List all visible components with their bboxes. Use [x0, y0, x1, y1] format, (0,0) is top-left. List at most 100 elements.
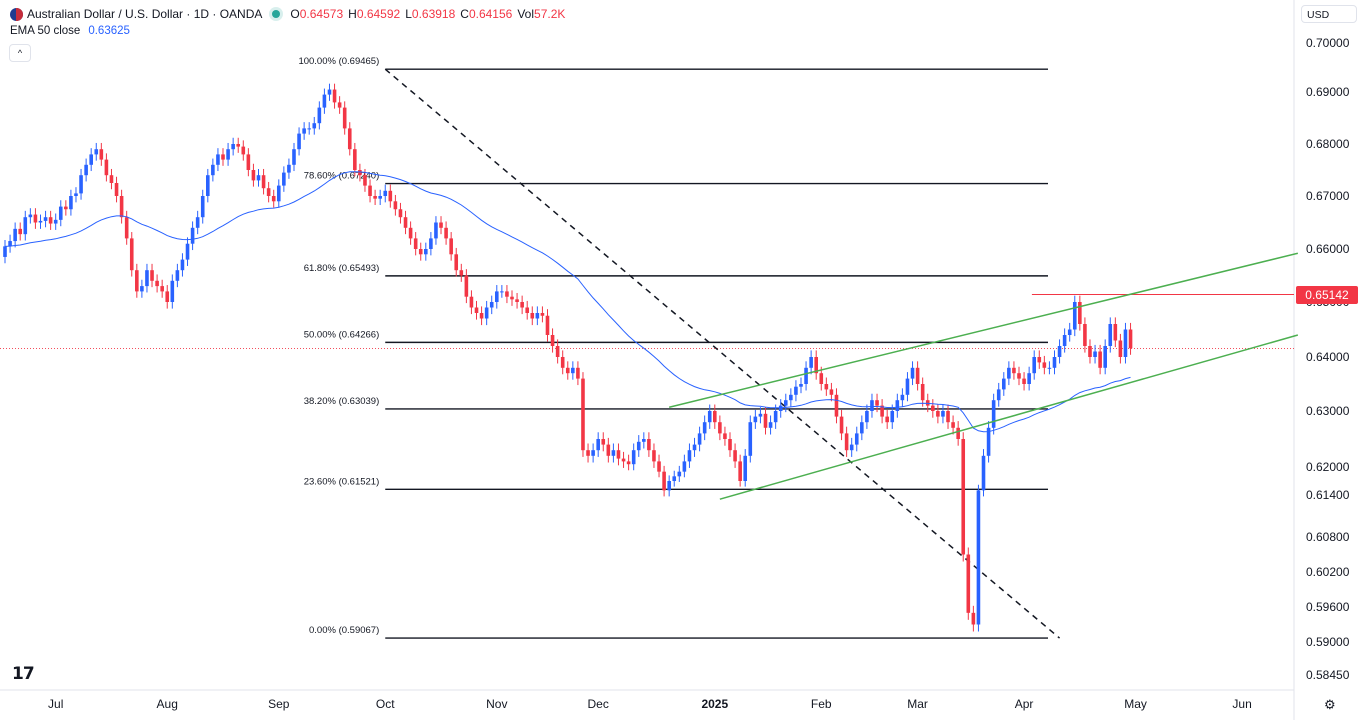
candle-body: [1017, 373, 1021, 379]
candle-body: [129, 238, 134, 271]
candle-body: [312, 123, 317, 129]
tradingview-logo-icon[interactable]: 17: [12, 664, 35, 684]
candle-body: [565, 367, 570, 374]
ema-legend[interactable]: EMA 50 close 0.63625: [10, 25, 130, 37]
candle-body: [662, 471, 666, 491]
candle-body: [586, 450, 590, 456]
candle-body: [773, 411, 778, 423]
horizontal-line-price-tag: 0.65142: [1296, 286, 1358, 304]
ema-value: 0.63625: [88, 25, 130, 37]
candle-body: [1078, 302, 1082, 324]
x-tick-label: May: [1124, 697, 1147, 711]
candle-body: [84, 164, 88, 176]
candle-body: [986, 427, 991, 456]
channel-upper-line: [668, 252, 1299, 408]
candle-body: [809, 357, 813, 368]
candle-body: [530, 313, 535, 319]
candle-body: [849, 444, 854, 451]
candle-body: [53, 219, 58, 224]
candle-body: [469, 296, 474, 308]
candle-body: [697, 433, 702, 445]
candle-body: [474, 307, 479, 313]
candle-body: [226, 149, 230, 160]
candle-body: [79, 175, 83, 194]
currency-selector[interactable]: USD: [1301, 5, 1357, 23]
collapse-legend-button[interactable]: ^: [9, 44, 31, 62]
candle-body: [94, 149, 99, 155]
candle-body: [48, 217, 53, 224]
candle-body: [657, 461, 661, 472]
candle-body: [515, 299, 519, 302]
candle-body: [251, 170, 256, 181]
candle-body: [880, 405, 884, 417]
candle-body: [43, 217, 48, 221]
candle-body: [728, 439, 732, 451]
y-tick-label: 0.67000: [1306, 189, 1350, 203]
candle-body: [870, 400, 874, 411]
candle-body: [38, 220, 43, 223]
y-tick-label: 0.69000: [1306, 85, 1350, 99]
fib-level-label: 38.20% (0.63039): [304, 396, 380, 407]
candle-body: [424, 249, 428, 255]
open-label: O: [290, 7, 300, 21]
candle-body: [211, 164, 215, 176]
candle-body: [145, 270, 149, 287]
y-tick-label: 0.58450: [1306, 668, 1350, 682]
x-tick-label: Jul: [48, 697, 63, 711]
candle-body: [702, 422, 707, 434]
settings-gear-icon[interactable]: ⚙: [1324, 697, 1336, 712]
symbol-title[interactable]: Australian Dollar / U.S. Dollar · 1D · O…: [27, 7, 263, 21]
candle-body: [545, 315, 550, 335]
candle-body: [631, 450, 636, 465]
candle-body: [799, 384, 803, 387]
candle-body: [373, 196, 377, 199]
candle-body: [505, 291, 509, 297]
candle-body: [1001, 378, 1006, 390]
candle-body: [155, 280, 159, 287]
candle-body: [920, 384, 925, 401]
candle-body: [753, 416, 758, 423]
y-tick-label: 0.59000: [1306, 635, 1350, 649]
candle-body: [834, 394, 839, 417]
candle-body: [1083, 324, 1087, 346]
candle-body: [971, 612, 976, 625]
candle-body: [200, 196, 205, 218]
candle-body: [1123, 329, 1128, 357]
x-tick-label: Mar: [907, 697, 928, 711]
y-tick-label: 0.62000: [1306, 460, 1350, 474]
fib-level-label: 50.00% (0.64266): [304, 329, 380, 340]
dashed-trend-line: [384, 68, 1061, 639]
ema50-line: [4, 171, 1131, 433]
candle-body: [1093, 351, 1097, 357]
candle-body: [783, 400, 788, 406]
candle-body: [667, 481, 671, 491]
candle-body: [261, 175, 266, 189]
candle-body: [611, 450, 616, 456]
candle-body: [74, 193, 78, 196]
candle-body: [302, 128, 306, 134]
candle-body: [368, 185, 372, 196]
candle-body: [3, 246, 7, 257]
candle-body: [890, 411, 895, 423]
candle-body: [936, 411, 940, 417]
candle-body: [576, 367, 580, 379]
candle-body: [1032, 357, 1037, 374]
candle-body: [581, 378, 585, 451]
candle-body: [403, 217, 408, 228]
y-tick-label: 0.60800: [1306, 530, 1350, 544]
candle-body: [64, 206, 68, 210]
candle-body: [981, 455, 986, 491]
candle-body: [206, 175, 210, 196]
candle-body: [185, 243, 190, 260]
channel-lower-line: [719, 334, 1299, 500]
candle-body: [763, 413, 768, 428]
candle-body: [865, 411, 869, 423]
candle-body: [814, 357, 818, 374]
candle-body: [1027, 373, 1031, 384]
candle-body: [489, 302, 494, 308]
candle-body: [358, 170, 362, 176]
candle-body: [342, 107, 347, 129]
fib-level-label: 78.60% (0.67240): [304, 171, 380, 182]
candle-body: [246, 154, 251, 170]
